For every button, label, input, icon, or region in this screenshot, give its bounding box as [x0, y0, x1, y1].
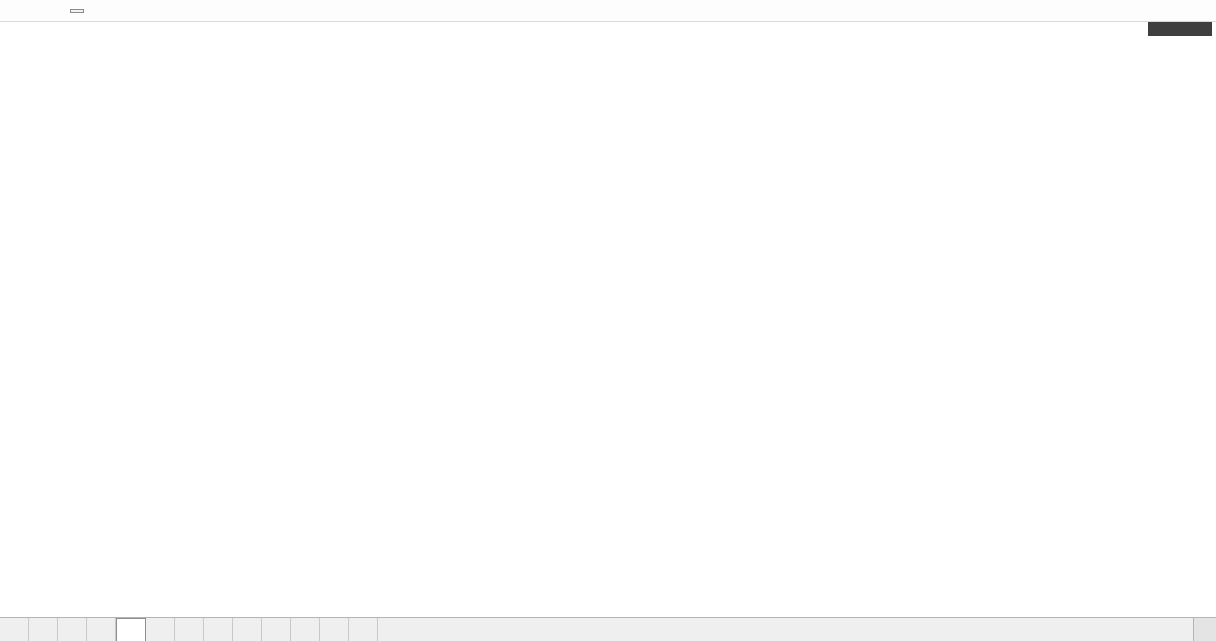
macd-indicator-label	[8, 22, 18, 34]
tab-dj30-h4[interactable]	[291, 618, 320, 641]
tab-truncated[interactable]	[349, 618, 378, 641]
tf-h4-button[interactable]	[53, 9, 67, 13]
tab-eurusd-daily[interactable]	[0, 618, 29, 641]
tab-usdchf-daily[interactable]	[58, 618, 87, 641]
tab-usdcad-daily[interactable]	[87, 618, 116, 641]
tf-m30-button[interactable]	[19, 9, 33, 13]
tf-mn-button[interactable]	[104, 9, 118, 13]
tab-audusd-daily[interactable]	[29, 618, 58, 641]
chart-canvas[interactable]	[0, 22, 1216, 612]
tf-w1-button[interactable]	[87, 9, 101, 13]
tab-gbpusd-h4[interactable]	[204, 618, 233, 641]
tf-15-button[interactable]	[2, 9, 16, 13]
tab-gbpusd-daily[interactable]	[262, 618, 291, 641]
symbol-tabbar	[0, 617, 1216, 641]
chart-window	[0, 22, 1216, 612]
tab-tech100-h1[interactable]	[320, 618, 349, 641]
tf-d1-button[interactable]	[70, 8, 84, 13]
tab-usdjpy-daily[interactable]	[146, 618, 175, 641]
tab-xauusd-h1[interactable]	[175, 618, 204, 641]
footer	[0, 612, 1216, 641]
tab-sp500-m15[interactable]	[233, 618, 262, 641]
tab-usdcnh-daily[interactable]	[116, 618, 146, 641]
tf-h1-button[interactable]	[36, 9, 50, 13]
timeframe-toolbar	[0, 0, 1216, 22]
tab-scroll-left-button[interactable]	[1193, 618, 1216, 641]
current-price-badge	[1148, 22, 1212, 36]
